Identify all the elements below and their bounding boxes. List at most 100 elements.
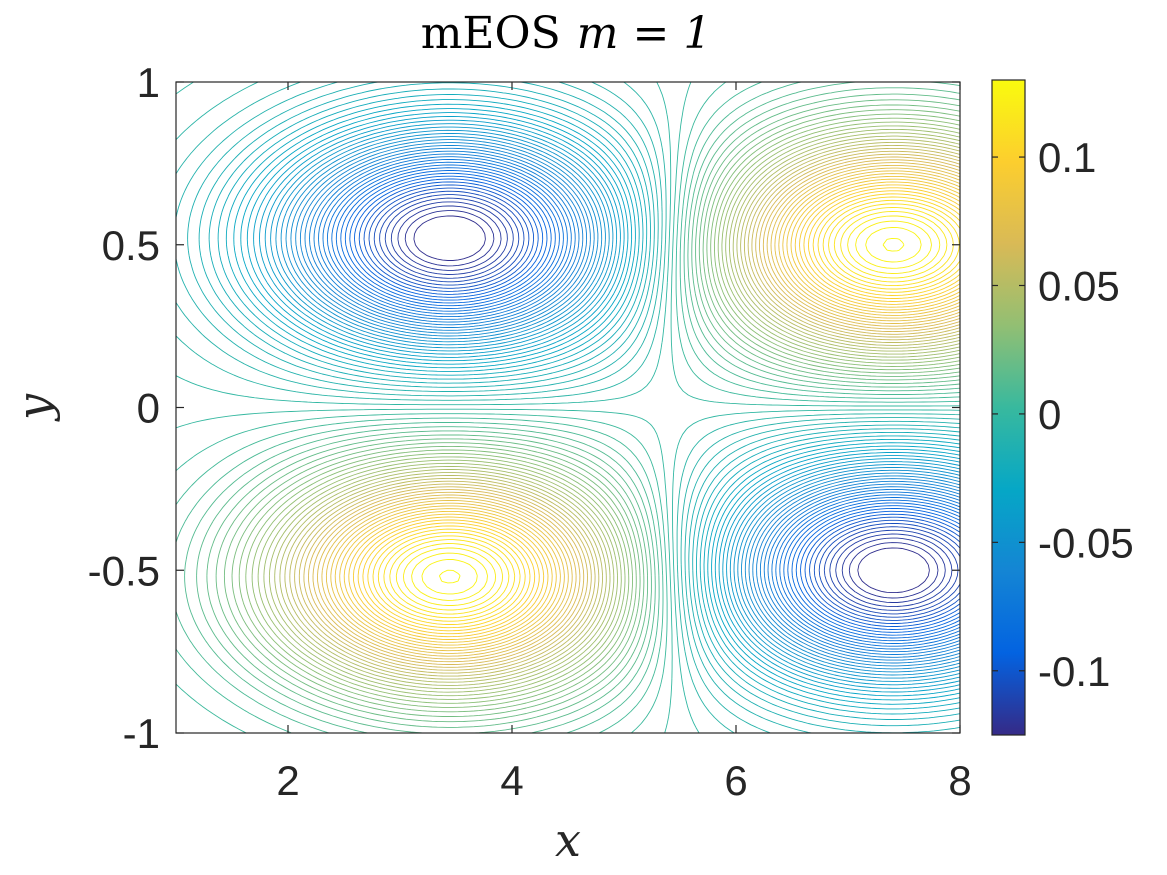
contour-level-line [321,164,960,657]
x-tick-label: 2 [276,757,299,804]
contour-level-line [339,175,960,646]
x-tick-label: 4 [500,757,523,804]
contour-level-line [344,172,960,636]
contour-level-line [384,197,959,611]
contour-level-line [363,184,960,624]
x-axis-label: x [555,813,581,867]
contour-level-line [383,203,960,619]
y-tick-label: -0.5 [88,547,160,594]
contour-level-line [238,113,960,708]
colorbar-tick-label: -0.05 [1038,519,1134,566]
colorbar [991,79,1026,736]
contour-level-line [309,150,960,658]
contour-level-line [304,147,960,661]
contour-level-line [184,82,960,733]
contour-level-line [377,199,960,622]
x-tick-label: 8 [948,757,971,804]
contour-level-line [176,82,960,733]
contour-level-line [284,141,960,680]
contour-level-line [270,126,960,682]
contour-level-line [231,109,960,713]
contour-level-line [176,82,960,733]
contour-level-line [251,121,960,700]
colorbar-tick-label: -0.1 [1038,648,1110,695]
contour-level-line [176,82,960,733]
y-axis: -1 -0.5 0 0.5 1 [88,59,960,757]
contour-level-line [279,138,960,683]
contour-level-line [285,136,960,673]
contour-level-line [289,144,960,677]
contour-level-line [290,139,960,670]
contour-level-line [352,184,960,638]
contour-level-line [312,159,960,663]
contour-level-line [438,237,905,584]
contour-level-line [217,94,960,715]
x-axis: 2 4 6 8 [276,82,972,804]
contour-level-line [176,82,960,733]
contour-level-line [330,170,960,652]
contour-level-line [208,88,960,720]
contour-level-line [198,82,960,727]
contour-level-line [176,82,960,733]
contour-level-line [413,215,930,594]
contour-level-line [280,133,960,676]
contour-level-line [411,220,932,601]
contour-level-line [294,147,960,674]
contour-level-line [268,132,960,690]
contour-level-line [334,173,960,649]
contour-level-line [358,181,960,627]
contour-level-line [343,178,960,643]
contour-level-line [335,167,960,642]
contour-level-line [367,193,960,629]
contour-level-line [274,135,960,686]
contour-level-line [245,117,960,704]
contour-level-line [379,194,960,615]
contour-level-line [402,215,941,606]
chart-title: mEOS m = 1 [421,8,712,59]
contour-level-line [253,116,960,693]
contour-level-line [390,201,953,608]
x-tick-label: 6 [724,757,747,804]
contour-level-line [298,150,960,671]
contour-level-line [176,82,960,733]
contour-level-line [404,210,939,599]
colorbar-tick-label: 0.05 [1038,262,1120,309]
contour-level-line [325,167,960,654]
contour-level-line [275,129,960,679]
contour-level-line [318,156,960,653]
contour-level-line [263,128,960,693]
contour-level-line [373,190,960,618]
contour-level-line [372,196,960,625]
contour-level-line [326,161,960,647]
y-axis-label: y [7,393,61,422]
contour-level-line [308,156,960,665]
contour-level-line [349,175,960,633]
contour-level-line [389,207,954,615]
contour-level-line [331,164,960,644]
contour-level-line [259,119,960,689]
contour-level-line [176,82,960,733]
y-tick-label: -1 [123,710,160,757]
y-tick-label: 0 [137,385,160,432]
contour-level-line [295,142,960,667]
colorbar-tick-label: 0.1 [1038,134,1096,181]
contour-level-line [340,170,960,639]
contour-level-line [264,123,960,686]
contour-level-line [322,159,960,650]
contour-level-line [187,82,960,733]
chart-title-math: m = 1 [577,8,712,59]
colorbar-ticks: -0.1 -0.05 0 0.05 0.1 [992,134,1134,695]
y-tick-label: 0.5 [102,222,160,269]
contour-level-line [368,187,960,621]
contour-level-line [397,205,946,603]
contour-level-line [362,190,960,632]
contour-level-line [196,87,960,733]
contour-level-line [395,211,948,611]
contour-level-line [246,112,960,697]
contour-level-line [223,104,960,717]
colorbar-tick-label: 0 [1038,391,1061,438]
y-tick-label: 1 [137,59,160,106]
contour-level-line [357,187,960,635]
contour-plot-area [176,82,960,733]
contour-level-line [348,181,960,640]
